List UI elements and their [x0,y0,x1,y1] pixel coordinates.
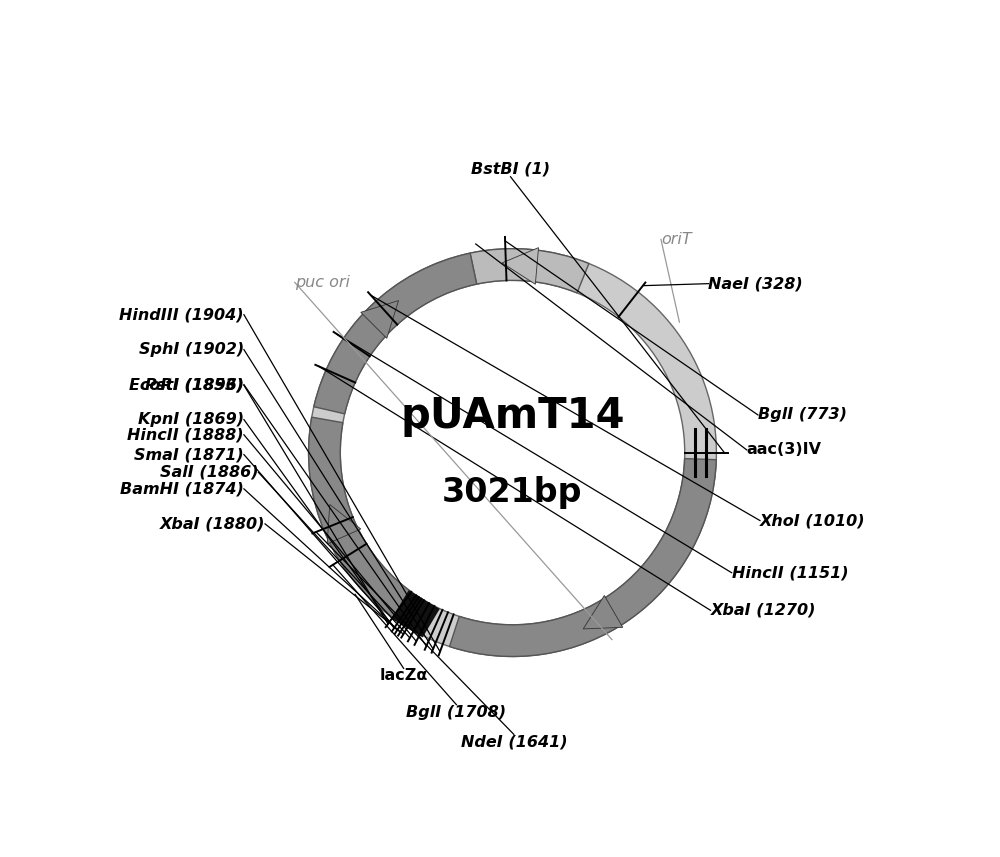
Polygon shape [502,248,539,285]
Polygon shape [361,301,399,339]
Wedge shape [449,458,716,656]
Text: BstBI (1): BstBI (1) [471,162,550,177]
Text: SalI (1886): SalI (1886) [160,464,258,480]
Wedge shape [309,249,716,656]
Wedge shape [470,249,589,293]
Text: PstI (1896): PstI (1896) [145,377,244,393]
Text: HincII (1888): HincII (1888) [127,428,244,442]
Text: XbaI (1880): XbaI (1880) [160,517,265,531]
Text: oriT: oriT [661,232,692,247]
Text: 3021bp: 3021bp [442,476,583,509]
Polygon shape [392,590,440,638]
Text: NaeI (328): NaeI (328) [708,276,803,291]
Text: BglI (773): BglI (773) [758,407,847,423]
Text: XbaI (1270): XbaI (1270) [710,602,816,618]
Wedge shape [309,417,419,624]
Text: aac(3)IV: aac(3)IV [747,442,822,458]
Text: pUAmT14: pUAmT14 [400,395,625,437]
Text: KpnI (1869): KpnI (1869) [138,412,244,427]
Text: SmaI (1871): SmaI (1871) [134,447,244,462]
Text: BglI (1708): BglI (1708) [406,704,506,720]
Polygon shape [583,596,623,629]
Text: XhoI (1010): XhoI (1010) [760,513,866,528]
Text: puc ori: puc ori [295,275,350,290]
Text: HincII (1151): HincII (1151) [732,565,848,580]
Text: HindIII (1904): HindIII (1904) [119,307,244,322]
Text: NdeI (1641): NdeI (1641) [461,734,567,749]
Text: lacZα: lacZα [379,668,428,683]
Text: SphI (1902): SphI (1902) [139,342,244,357]
Text: EcoRI (1853): EcoRI (1853) [129,378,244,393]
Text: BamHI (1874): BamHI (1874) [120,482,244,496]
Polygon shape [327,505,361,544]
Wedge shape [314,253,477,414]
